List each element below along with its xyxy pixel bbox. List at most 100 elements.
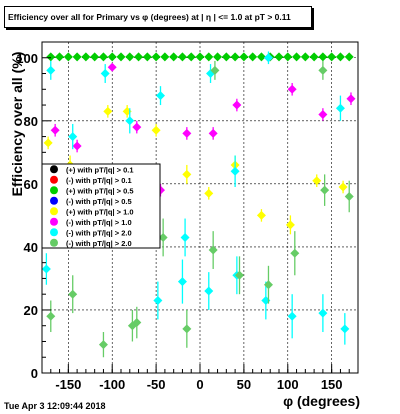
legend-marker — [50, 238, 58, 247]
data-point — [210, 65, 220, 75]
x-axis-label: φ (degrees) — [283, 393, 360, 409]
data-point — [180, 232, 190, 242]
x-tick-label: -100 — [99, 377, 125, 392]
data-point — [235, 270, 244, 280]
legend-entry: (+) with pT/|q| > 1.0 — [66, 207, 134, 216]
data-point — [312, 176, 322, 186]
series-layer — [41, 51, 356, 358]
data-point — [158, 232, 168, 242]
chart-title: Efficiency over all for Primary vs φ (de… — [4, 6, 312, 28]
data-point — [81, 52, 91, 62]
data-point — [318, 110, 328, 120]
data-point — [132, 122, 142, 132]
data-point — [107, 62, 117, 72]
data-point — [160, 52, 170, 62]
legend-entry: (-) with pT/|q| > 0.5 — [66, 197, 132, 206]
data-point — [208, 245, 218, 255]
data-point — [182, 169, 192, 179]
x-tick-label: 150 — [321, 377, 343, 392]
data-point — [98, 52, 108, 62]
data-point — [100, 69, 110, 79]
data-point — [195, 52, 205, 62]
data-point — [72, 52, 82, 62]
data-point — [221, 52, 231, 62]
data-point — [239, 52, 249, 62]
legend-entry: (-) with pT/|q| > 2.0 — [66, 239, 132, 248]
data-point — [142, 52, 152, 62]
data-point — [263, 280, 273, 290]
x-tick-label: 100 — [277, 377, 299, 392]
y-tick-label: 40 — [24, 240, 38, 255]
x-tick-label: 0 — [196, 377, 203, 392]
data-point — [320, 185, 330, 195]
y-tick-label: 0 — [31, 366, 38, 381]
legend-entry: (-) with pT/|q| > 0.1 — [66, 176, 132, 185]
data-point — [340, 324, 350, 334]
data-point — [153, 295, 163, 305]
axes: -150 -100 -50 0 50 100 150 0 20 40 60 80 100 — [16, 51, 350, 392]
legend-marker — [50, 175, 58, 184]
legend-marker — [50, 217, 58, 226]
data-point — [346, 94, 356, 104]
data-point — [292, 52, 302, 62]
legend-marker — [50, 207, 58, 216]
data-point — [177, 277, 187, 287]
data-point — [156, 91, 165, 101]
data-point — [90, 52, 100, 62]
legend: (+) with pT/|q| > 0.1 (-) with pT/|q| > 0… — [41, 163, 161, 249]
data-point — [318, 65, 328, 75]
data-point — [230, 52, 240, 62]
data-point — [256, 52, 266, 62]
data-point — [41, 264, 51, 274]
data-point — [50, 125, 60, 135]
data-point — [230, 166, 240, 176]
data-point — [186, 52, 196, 62]
data-point — [335, 103, 345, 113]
legend-marker — [50, 165, 58, 174]
legend-entry: (-) with pT/|q| > 2.0 — [66, 228, 132, 237]
data-point — [134, 52, 144, 62]
data-point — [263, 53, 273, 63]
data-point — [208, 128, 218, 138]
data-point — [72, 141, 82, 151]
legend-box — [41, 163, 161, 249]
data-point — [213, 52, 223, 62]
data-point — [327, 52, 337, 62]
data-point — [338, 182, 348, 192]
data-point — [125, 116, 135, 126]
data-point — [107, 52, 117, 62]
y-tick-label: 20 — [24, 303, 38, 318]
data-point — [182, 324, 192, 334]
legend-entry: (+) with pT/|q| > 0.1 — [66, 165, 134, 174]
data-point — [318, 308, 328, 318]
data-point — [248, 52, 258, 62]
y-tick-label: 100 — [16, 51, 38, 66]
legend-entry: (-) with pT/|q| > 1.0 — [66, 218, 132, 227]
data-point — [125, 52, 135, 62]
data-point — [344, 52, 354, 62]
data-point — [169, 52, 179, 62]
data-point — [204, 286, 214, 296]
data-point — [204, 188, 214, 198]
data-point — [256, 210, 266, 220]
x-tick-label: -150 — [55, 377, 81, 392]
x-tick-label: 50 — [237, 377, 251, 392]
data-point — [335, 52, 345, 62]
data-point — [318, 52, 328, 62]
legend-marker — [50, 228, 58, 237]
data-point — [287, 311, 297, 321]
data-point — [63, 52, 73, 62]
data-point — [46, 52, 56, 62]
legend-entry: (+) with pT/|q| > 0.5 — [66, 186, 134, 195]
data-point — [232, 100, 242, 110]
y-tick-label: 60 — [24, 177, 38, 192]
data-point — [344, 191, 354, 201]
legend-marker — [50, 186, 58, 195]
data-point — [283, 52, 293, 62]
data-point — [309, 52, 319, 62]
data-point — [103, 106, 113, 116]
data-point — [55, 52, 65, 62]
data-point — [151, 52, 161, 62]
data-point — [182, 128, 192, 138]
y-tick-label: 80 — [24, 114, 38, 129]
